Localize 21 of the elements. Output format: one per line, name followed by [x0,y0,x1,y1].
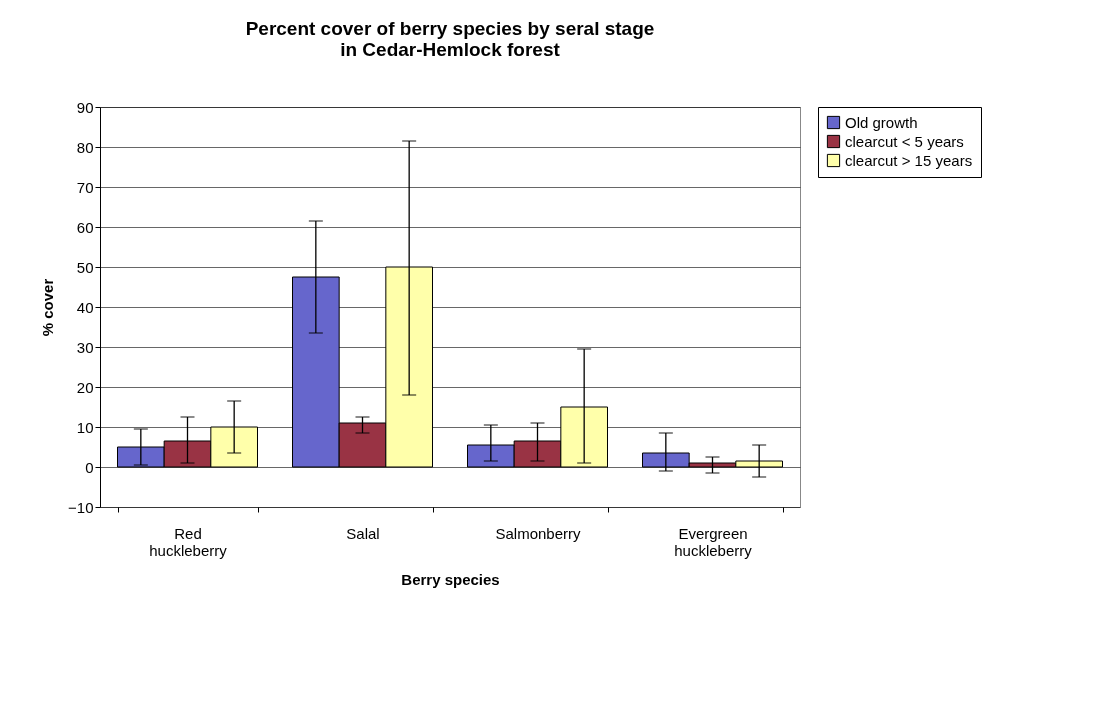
legend-label: clearcut > 15 years [845,151,973,169]
y-tick-label: 30 [76,338,94,356]
x-tick-label: Salal [346,524,380,542]
x-tick-label: Red huckleberry [149,524,228,559]
y-tick-label: 0 [85,458,94,476]
y-tick-label: −10 [68,498,94,516]
y-tick-label: 90 [76,98,94,116]
y-tick-label: 50 [76,258,94,276]
x-tick-label: Salmonberry [495,524,582,542]
chart-title: Percent cover of berry species by seral stage in Cedar-Hemlock forest [245,18,655,60]
y-tick-label: 60 [76,218,94,236]
legend-label: clearcut < 5 years [845,132,964,150]
x-axis-title: Berry species [401,570,500,588]
y-tick-label: 80 [76,138,94,156]
y-tick-label: 40 [76,298,94,316]
y-axis-title: % cover [39,278,57,337]
y-tick-label: 20 [76,378,94,396]
legend-label: Old growth [845,113,918,131]
x-tick-label: Evergreen huckleberry [674,524,753,559]
y-tick-label: 10 [76,418,94,436]
y-tick-label: 70 [76,178,94,196]
